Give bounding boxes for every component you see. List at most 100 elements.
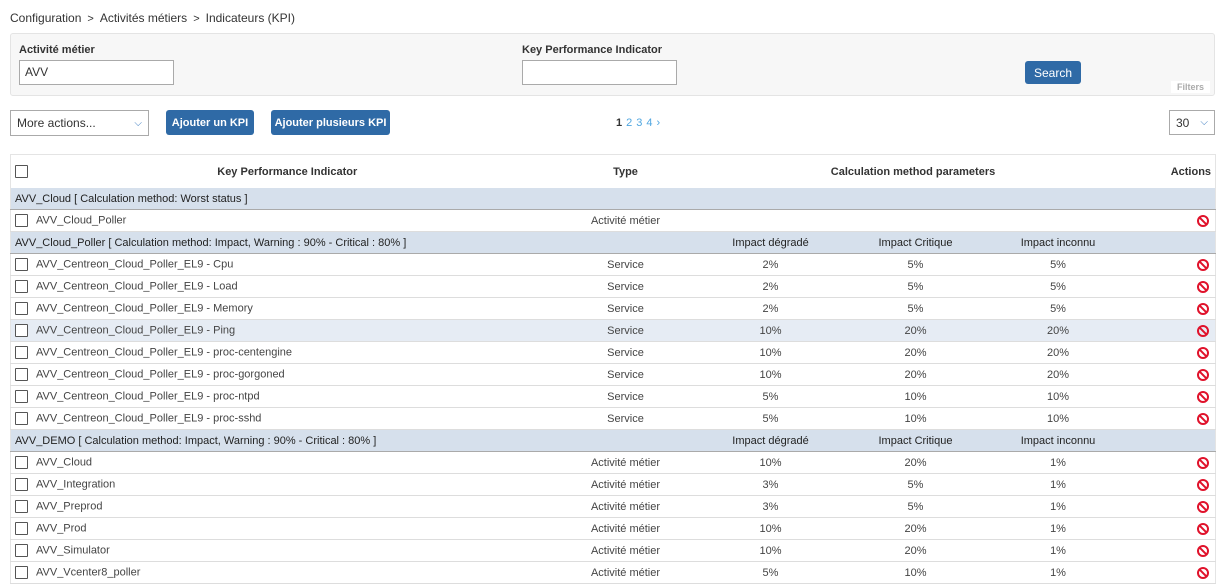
kpi-name[interactable]: AVV_Centreon_Cloud_Poller_EL9 - proc-ssh… [36,412,262,425]
delete-icon[interactable] [1197,412,1210,425]
select-all-checkbox[interactable] [15,165,28,178]
delete-icon[interactable] [1197,324,1210,337]
kpi-name[interactable]: AVV_Integration [36,478,116,491]
table-row[interactable]: AVV_Centreon_Cloud_Poller_EL9 - proc-ssh… [10,407,1216,430]
row-checkbox[interactable] [15,566,28,579]
delete-icon[interactable] [1197,500,1210,513]
row-checkbox[interactable] [15,324,28,337]
row-checkbox[interactable] [15,368,28,381]
row-checkbox[interactable] [15,390,28,403]
impact-unknown-cell: 10% [980,407,1136,430]
table-row[interactable]: AVV_Integration Activité métier 3% 5% 1% [10,473,1216,496]
page-4[interactable]: 4 [646,117,653,129]
table-row[interactable]: AVV_Cloud Activité métier 10% 20% 1% [10,451,1216,474]
row-checkbox[interactable] [15,522,28,535]
filters-toggle[interactable]: Filters [1170,81,1210,93]
add-kpi-button[interactable]: Ajouter un KPI [166,110,254,135]
kpi-name-cell: AVV_Cloud [10,451,561,474]
impact-critical-cell: 20% [850,517,981,540]
page-3[interactable]: 3 [636,117,643,129]
kpi-name[interactable]: AVV_Vcenter8_poller [36,566,141,579]
delete-icon[interactable] [1197,258,1210,271]
kpi-name[interactable]: AVV_Preprod [36,500,103,513]
group-spacer [1135,188,1216,210]
table-row[interactable]: AVV_Centreon_Cloud_Poller_EL9 - proc-ntp… [10,385,1216,408]
kpi-name[interactable]: AVV_Simulator [36,544,110,557]
kpi-name[interactable]: AVV_Centreon_Cloud_Poller_EL9 - proc-gor… [36,368,285,381]
delete-icon[interactable] [1197,368,1210,381]
row-checkbox[interactable] [15,302,28,315]
table-row[interactable]: AVV_Centreon_Cloud_Poller_EL9 - proc-cen… [10,341,1216,364]
kpi-name[interactable]: AVV_Centreon_Cloud_Poller_EL9 - proc-ntp… [36,390,260,403]
delete-icon[interactable] [1197,346,1210,359]
kpi-name-cell: AVV_Integration [10,473,561,496]
row-checkbox[interactable] [15,258,28,271]
group-label: AVV_DEMO [ Calculation method: Impact, W… [10,429,691,452]
delete-icon[interactable] [1197,522,1210,535]
row-checkbox[interactable] [15,412,28,425]
table-row[interactable]: AVV_Centreon_Cloud_Poller_EL9 - proc-gor… [10,363,1216,386]
kpi-name[interactable]: AVV_Centreon_Cloud_Poller_EL9 - Memory [36,302,253,315]
kpi-input[interactable] [522,60,677,85]
row-checkbox[interactable] [15,500,28,513]
impact-critical-cell: 5% [850,473,981,496]
row-checkbox[interactable] [15,544,28,557]
per-page-select[interactable]: 30 ⌵ [1169,110,1215,135]
row-checkbox[interactable] [15,280,28,293]
actions-cell [1135,363,1216,386]
kpi-name[interactable]: AVV_Centreon_Cloud_Poller_EL9 - Load [36,280,238,293]
table-row[interactable]: AVV_Vcenter8_poller Activité métier 5% 1… [10,561,1216,584]
delete-icon[interactable] [1197,566,1210,579]
kpi-name[interactable]: AVV_Centreon_Cloud_Poller_EL9 - proc-cen… [36,346,293,359]
table-row[interactable]: AVV_Preprod Activité métier 3% 5% 1% [10,495,1216,518]
group-subheader: Impact dégradé [690,231,851,254]
next-page-icon[interactable]: › [656,117,661,129]
kpi-name[interactable]: AVV_Centreon_Cloud_Poller_EL9 - Cpu [36,258,234,271]
table-row[interactable]: AVV_Prod Activité métier 10% 20% 1% [10,517,1216,540]
delete-icon[interactable] [1197,478,1210,491]
impact-unknown-cell [980,209,1136,232]
activity-input[interactable]: AVV [19,60,174,85]
actions-cell [1135,319,1216,342]
table-row[interactable]: AVV_Centreon_Cloud_Poller_EL9 - Cpu Serv… [10,253,1216,276]
more-actions-select[interactable]: More actions... ⌵ [10,110,149,136]
delete-icon[interactable] [1197,390,1210,403]
more-actions-value: More actions... [17,116,96,130]
page-2[interactable]: 2 [626,117,633,129]
row-checkbox[interactable] [15,214,28,227]
kpi-name[interactable]: AVV_Cloud [36,456,93,469]
row-checkbox[interactable] [15,456,28,469]
impact-degraded-cell: 5% [690,385,851,408]
table-row[interactable]: AVV_Centreon_Cloud_Poller_EL9 - Ping Ser… [10,319,1216,342]
breadcrumb-configuration[interactable]: Configuration [10,11,82,25]
delete-icon[interactable] [1197,544,1210,557]
kpi-label: Key Performance Indicator [522,44,662,56]
actions-cell [1135,517,1216,540]
delete-icon[interactable] [1197,280,1210,293]
delete-icon[interactable] [1197,214,1210,227]
row-checkbox[interactable] [15,478,28,491]
page-1[interactable]: 1 [616,117,623,129]
kpi-name[interactable]: AVV_Cloud_Poller [36,214,127,227]
kpi-name[interactable]: AVV_Centreon_Cloud_Poller_EL9 - Ping [36,324,236,337]
impact-degraded-cell: 5% [690,407,851,430]
breadcrumb-indicateurs[interactable]: Indicateurs (KPI) [205,11,295,25]
impact-critical-cell: 20% [850,341,981,364]
group-spacer [1135,231,1216,254]
kpi-name[interactable]: AVV_Prod [36,522,87,535]
impact-unknown-cell: 1% [980,473,1136,496]
add-multiple-kpi-button[interactable]: Ajouter plusieurs KPI [271,110,390,135]
table-row[interactable]: AVV_Centreon_Cloud_Poller_EL9 - Memory S… [10,297,1216,320]
type-cell: Service [560,385,691,408]
search-button[interactable]: Search [1025,61,1081,84]
kpi-name-cell: AVV_Centreon_Cloud_Poller_EL9 - proc-ntp… [10,385,561,408]
breadcrumb-activites[interactable]: Activités métiers [99,11,188,25]
delete-icon[interactable] [1197,302,1210,315]
delete-icon[interactable] [1197,456,1210,469]
impact-degraded-cell: 10% [690,539,851,562]
group-subheader [980,188,1136,210]
table-row[interactable]: AVV_Cloud_Poller Activité métier [10,209,1216,232]
table-row[interactable]: AVV_Simulator Activité métier 10% 20% 1% [10,539,1216,562]
row-checkbox[interactable] [15,346,28,359]
table-row[interactable]: AVV_Centreon_Cloud_Poller_EL9 - Load Ser… [10,275,1216,298]
